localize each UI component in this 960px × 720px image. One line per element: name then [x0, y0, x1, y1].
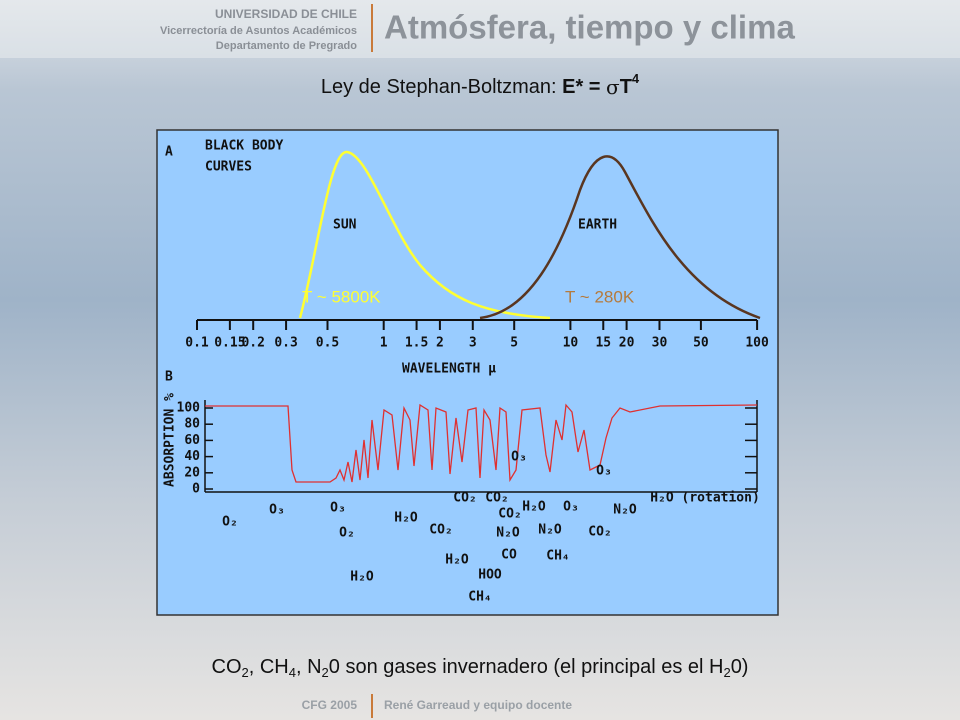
gas-label: N₂O — [496, 526, 520, 541]
gas-label: H₂O (rotation) — [650, 491, 760, 506]
earth-curve — [479, 155, 761, 320]
gas-label: H₂O — [445, 553, 469, 568]
wavelength-tick-label: 50 — [693, 336, 709, 351]
wavelength-tick-label: 10 — [563, 336, 579, 351]
gas-label: O₃ — [596, 464, 612, 479]
wavelength-tick-label: 1.5 — [405, 336, 428, 351]
gas-label: CH₄ — [468, 590, 491, 605]
gas-label: HOO — [478, 568, 502, 583]
panel-a-label: A — [165, 145, 173, 160]
title-sigma: σ — [606, 75, 620, 99]
caption-text: 0) — [731, 656, 749, 678]
caption-subscript: 2 — [242, 665, 249, 680]
wavelength-tick-label: 1 — [380, 336, 388, 351]
title-text: Ley de Stephan-Boltzman: — [321, 76, 562, 98]
absorption-label: ABSORPTION % — [163, 393, 178, 487]
gas-label: CO — [501, 548, 517, 563]
wavelength-tick-label: 100 — [745, 336, 769, 351]
figure-frame — [156, 129, 779, 616]
gas-label: CO₂ — [429, 523, 452, 538]
gas-label: CO₂ — [588, 525, 611, 540]
footer: CFG 2005 René Garreaud y equipo docente — [302, 694, 572, 718]
gas-label: CH₄ — [546, 549, 569, 564]
sun-temp: T ~ 5800K — [302, 287, 381, 306]
caption-subscript: 4 — [289, 665, 296, 680]
wavelength-tick-label: 0.5 — [316, 336, 339, 351]
wavelength-tick-label: 15 — [595, 336, 611, 351]
title-variable: T — [620, 76, 632, 98]
gas-label: CO₂ — [498, 507, 521, 522]
wavelength-tick-label: 2 — [436, 336, 444, 351]
caption-subscript: 2 — [723, 665, 730, 680]
caption-text: CO — [212, 656, 242, 678]
absorption-curve — [205, 403, 758, 483]
panel-a-title: CURVES — [205, 160, 252, 175]
sun-label: SUN — [333, 218, 357, 233]
wavelength-tick-label: 0.1 — [185, 336, 209, 351]
wavelength-tick-label: 20 — [619, 336, 635, 351]
gas-label: CO₂ — [485, 491, 508, 506]
gas-label: O₃ — [269, 503, 285, 518]
slide-title: Ley de Stephan-Boltzman: E* = σT4 — [321, 71, 640, 98]
caption: CO2, CH4, N20 son gases invernadero (el … — [212, 656, 749, 680]
gas-label: O₂ — [222, 515, 238, 530]
caption-text: , N — [296, 656, 322, 678]
caption-text: , CH — [249, 656, 289, 678]
header-band — [0, 0, 960, 58]
gas-label: N₂O — [613, 503, 637, 518]
university: UNIVERSIDAD DE CHILE — [215, 7, 357, 21]
absorption-tick-label: 0 — [192, 482, 200, 497]
caption-text: 0 son gases invernadero (el principal es… — [329, 656, 724, 678]
wavelength-tick-label: 0.2 — [241, 336, 264, 351]
gas-label: O₂ — [339, 526, 355, 541]
gas-label: H₂O — [394, 511, 418, 526]
title-exponent: 4 — [632, 71, 640, 86]
wavelength-tick-label: 5 — [510, 336, 518, 351]
sun-curve — [298, 150, 551, 320]
absorption-tick-label: 40 — [184, 449, 200, 464]
gas-label: CO₂ — [453, 491, 476, 506]
wavelength-tick-label: 3 — [469, 336, 477, 351]
absorption-tick-label: 100 — [177, 401, 201, 416]
header: UNIVERSIDAD DE CHILE Vicerrectoría de As… — [0, 0, 960, 58]
gas-label: O₃ — [330, 501, 346, 516]
footer-year: CFG 2005 — [302, 698, 358, 712]
absorption-tick-label: 20 — [184, 465, 200, 480]
absorption-tick-label: 60 — [184, 433, 200, 448]
office: Vicerrectoría de Asuntos Académicos — [160, 25, 357, 37]
gas-label: O₃ — [511, 450, 527, 465]
gas-label: N₂O — [538, 523, 562, 538]
gas-label: O₃ — [563, 500, 579, 515]
gas-label: H₂O — [350, 570, 374, 585]
earth-temp: T ~ 280K — [565, 287, 635, 306]
earth-label: EARTH — [578, 218, 617, 233]
figure: A BLACK BODY CURVES SUN EARTH T ~ 5800K … — [156, 129, 779, 616]
wavelength-tick-label: 30 — [652, 336, 668, 351]
department: Departamento de Pregrado — [216, 40, 357, 52]
wavelength-tick-label: 0.15 — [214, 336, 245, 351]
gas-label: H₂O — [522, 500, 546, 515]
panel-a-title: BLACK BODY — [205, 139, 283, 154]
footer-authors: René Garreaud y equipo docente — [384, 698, 572, 712]
absorption-tick-label: 80 — [184, 417, 200, 432]
course-title: Atmósfera, tiempo y clima — [384, 9, 795, 46]
title-formula: E* = — [562, 76, 606, 98]
wavelength-tick-label: 0.3 — [274, 336, 297, 351]
caption-subscript: 2 — [322, 665, 329, 680]
panel-b-label: B — [165, 370, 173, 385]
wavelength-label: WAVELENGTH μ — [402, 362, 496, 377]
